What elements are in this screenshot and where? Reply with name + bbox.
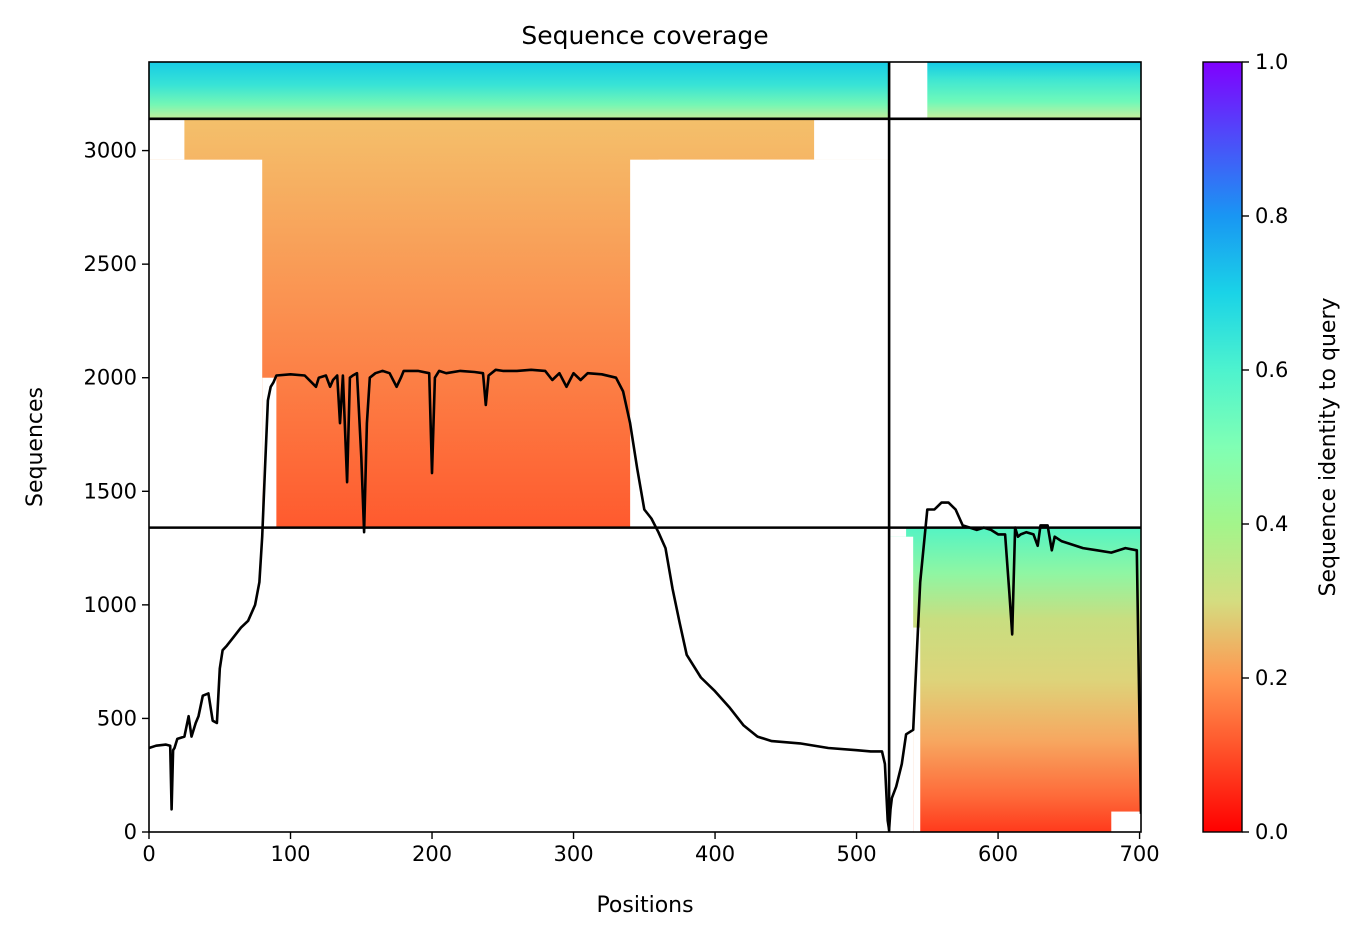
coverage-block-b-2: [889, 62, 1141, 119]
coverage-gap-3: [658, 159, 890, 378]
chart-title: Sequence coverage: [521, 21, 768, 50]
coverage-gap-0: [149, 159, 263, 528]
colorbar-tick-label-0.4: 0.4: [1255, 512, 1288, 536]
colorbar-tick-label-0.0: 0.0: [1255, 820, 1288, 844]
x-tick-label-700: 700: [1120, 842, 1160, 866]
coverage-gap-11: [1111, 811, 1141, 832]
colorbar-tick-label-0.2: 0.2: [1255, 666, 1288, 690]
colorbar-gradient: [1202, 61, 1243, 833]
x-tick-label-400: 400: [695, 842, 735, 866]
coverage-gap-7: [149, 527, 890, 832]
coverage-gap-5: [814, 118, 890, 160]
coverage-gap-4: [149, 118, 185, 160]
plot-area: [148, 61, 1142, 833]
y-tick-label-3000: 3000: [84, 139, 137, 163]
coverage-block-a-0: [149, 62, 890, 119]
y-tick-label-2500: 2500: [84, 252, 137, 276]
x-tick-label-300: 300: [553, 842, 593, 866]
coverage-gap-10: [913, 627, 921, 832]
x-axis-label: Positions: [596, 893, 693, 918]
coverage-block-b-3: [889, 527, 1141, 832]
x-tick-label-0: 0: [142, 842, 155, 866]
x-tick-label-500: 500: [837, 842, 877, 866]
coverage-gap-12: [889, 62, 928, 119]
coverage-gap-6: [889, 118, 1141, 528]
coverage-gap-1: [262, 377, 277, 528]
y-axis-label: Sequences: [23, 387, 48, 507]
y-tick-label-1000: 1000: [84, 593, 137, 617]
colorbar-tick-label-0.8: 0.8: [1255, 204, 1288, 228]
x-tick-label-600: 600: [978, 842, 1018, 866]
y-tick-label-0: 0: [124, 820, 137, 844]
y-tick-label-1500: 1500: [84, 479, 137, 503]
colorbar-tick-label-0.6: 0.6: [1255, 358, 1288, 382]
x-tick-label-200: 200: [412, 842, 452, 866]
y-tick-label-2000: 2000: [84, 366, 137, 390]
coverage-gap-8: [889, 527, 907, 537]
colorbar-tick-label-1.0: 1.0: [1255, 50, 1288, 74]
x-axis: 0 100 200 300 400 500 600 700: [142, 832, 1160, 866]
plot-frame: [148, 61, 1142, 833]
y-tick-label-500: 500: [97, 706, 137, 730]
y-axis: 0 500 1000 1500 2000 2500 3000: [84, 139, 149, 844]
colorbar: 0.0 0.2 0.4 0.6 0.8 1.0 Sequence identity to …: [1202, 50, 1341, 844]
x-tick-label-100: 100: [270, 842, 310, 866]
colorbar-label: Sequence identity to query: [1316, 297, 1341, 596]
coverage-line: [149, 368, 1141, 832]
coverage-gap-9: [889, 536, 914, 832]
